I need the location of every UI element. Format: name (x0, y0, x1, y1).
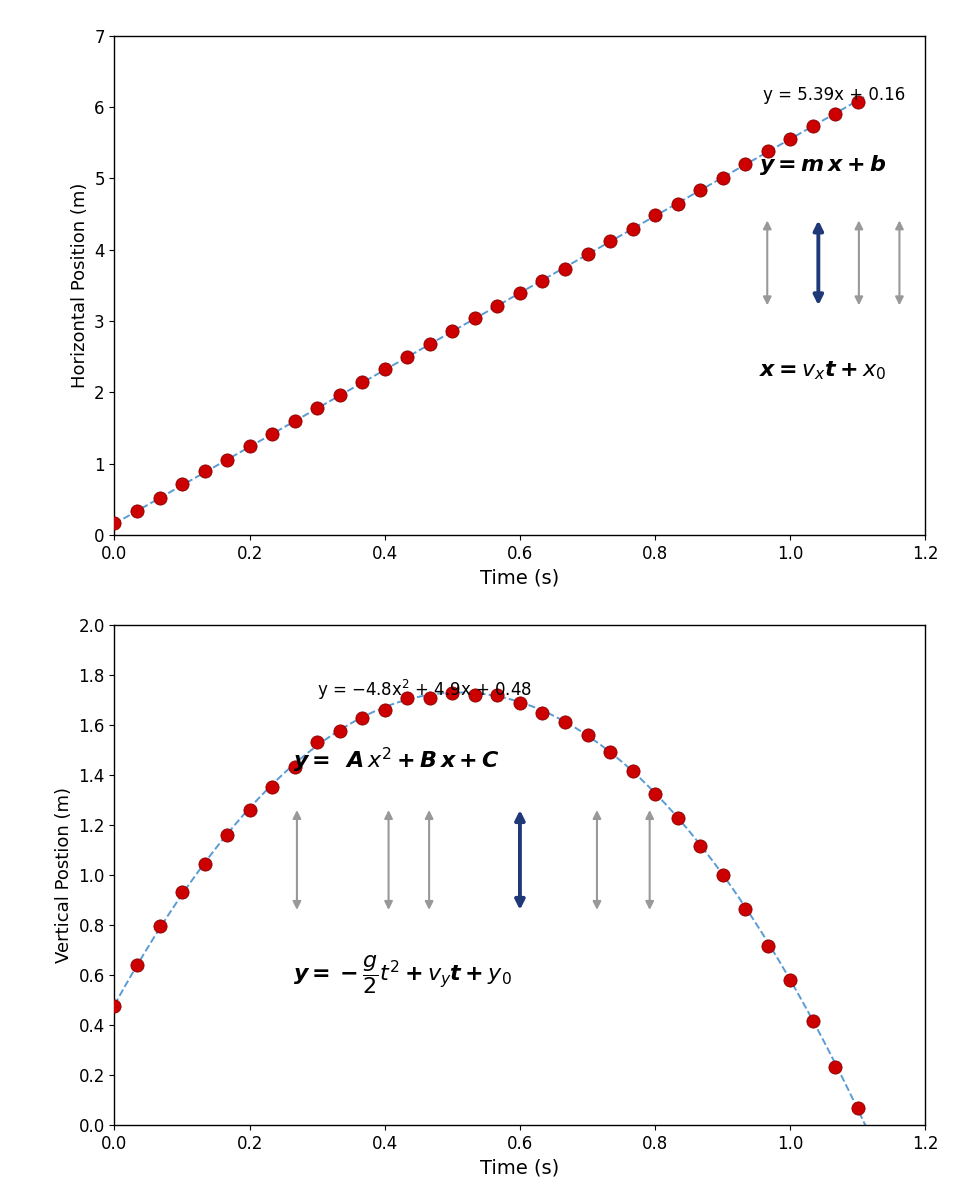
Point (264, 778, 279, 797)
Point (422, 689, 437, 708)
Point (242, 437, 257, 456)
Point (715, 866, 730, 884)
Point (579, 245, 595, 264)
X-axis label: Time (s): Time (s) (479, 1158, 559, 1177)
Point (152, 916, 167, 935)
Point (376, 360, 392, 379)
Point (512, 694, 527, 713)
Point (399, 689, 415, 708)
Point (489, 686, 504, 704)
Point (399, 348, 415, 367)
Text: $\boldsymbol{y = -\dfrac{g}{2}t^2 + v_y t + y_0}$: $\boldsymbol{y = -\dfrac{g}{2}t^2 + v_y … (293, 953, 511, 997)
Point (355, 373, 370, 392)
Point (130, 955, 145, 974)
Point (669, 809, 684, 828)
Point (535, 271, 550, 290)
Point (760, 142, 775, 161)
Point (264, 425, 279, 444)
Point (130, 501, 145, 520)
Point (827, 104, 842, 123)
Point (737, 899, 752, 918)
Point (219, 451, 234, 470)
Point (692, 181, 707, 200)
Point (219, 825, 234, 844)
Point (444, 322, 459, 341)
Point (467, 686, 482, 704)
Point (444, 683, 459, 702)
Point (760, 937, 775, 955)
Point (332, 386, 347, 405)
Point (579, 726, 595, 745)
Point (107, 996, 122, 1015)
Point (715, 168, 730, 187)
Point (601, 232, 617, 251)
Point (196, 462, 212, 481)
Point (849, 92, 864, 111)
Point (781, 129, 797, 148)
Point (737, 154, 752, 173)
Point (489, 296, 504, 315)
Point (781, 970, 797, 989)
Point (804, 116, 820, 135)
Text: $\boldsymbol{y = m\,x + b}$: $\boldsymbol{y = m\,x + b}$ (759, 154, 885, 178)
Point (647, 785, 662, 804)
Point (332, 721, 347, 740)
Point (242, 800, 257, 819)
Point (827, 1057, 842, 1076)
Point (647, 205, 662, 224)
Point (309, 399, 324, 418)
Y-axis label: Vertical Postion (m): Vertical Postion (m) (54, 787, 72, 963)
Point (287, 412, 302, 431)
Point (309, 732, 324, 751)
Point (174, 475, 190, 494)
Text: $\boldsymbol{y = \;\; A\,x^2 + B\,x + C}$: $\boldsymbol{y = \;\; A\,x^2 + B\,x + C}… (293, 746, 499, 774)
Point (152, 488, 167, 507)
Text: y = 5.39x + 0.16: y = 5.39x + 0.16 (762, 86, 904, 104)
Y-axis label: Horizontal Position (m): Horizontal Position (m) (71, 182, 89, 388)
Text: $\boldsymbol{x = v_x t + x_0}$: $\boldsymbol{x = v_x t + x_0}$ (759, 359, 885, 381)
Point (692, 837, 707, 856)
Point (804, 1011, 820, 1030)
Point (355, 709, 370, 728)
Point (601, 742, 617, 761)
Point (535, 703, 550, 722)
Point (624, 220, 639, 239)
Point (512, 283, 527, 302)
Text: y = $-$4.8x$^2$ + 4.9x + 0.48: y = $-$4.8x$^2$ + 4.9x + 0.48 (316, 678, 532, 702)
Point (624, 761, 639, 780)
Point (107, 514, 122, 533)
Point (467, 308, 482, 327)
Point (287, 758, 302, 777)
Point (196, 855, 212, 874)
Point (422, 335, 437, 354)
Point (174, 882, 190, 901)
Point (557, 259, 572, 278)
Point (557, 713, 572, 732)
Point (376, 700, 392, 719)
Point (849, 1099, 864, 1118)
X-axis label: Time (s): Time (s) (479, 568, 559, 587)
Point (669, 194, 684, 213)
